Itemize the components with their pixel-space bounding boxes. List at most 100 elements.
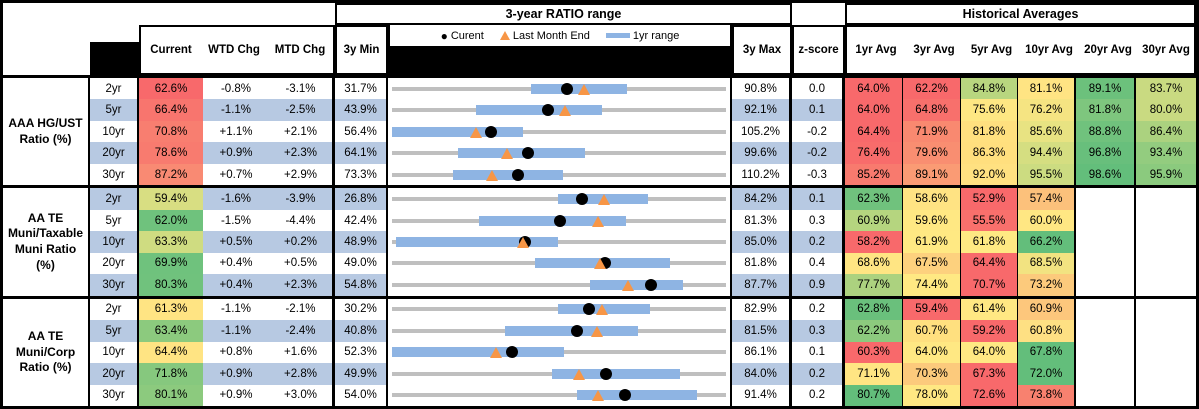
5yr-avg-column-header[interactable]: 5yr Avg [970,44,1013,56]
3y-min-cell[interactable]: 54.0% [335,384,388,406]
30yr-avg-cell[interactable]: 95.9% [1136,163,1196,186]
10yr-avg-cell[interactable]: 66.2% [1018,231,1076,253]
10yr-avg-cell[interactable]: 95.5% [1018,163,1076,186]
30yr-avg-cell[interactable] [1136,341,1196,364]
30yr-avg-cell[interactable] [1136,363,1196,385]
5yr-avg-cell[interactable]: 75.6% [961,99,1018,121]
3y-max-cell[interactable]: 92.1% [732,99,792,121]
wtd-chg-cell[interactable]: +0.8% [219,346,253,359]
group-label[interactable]: AAA HG/UST Ratio (%) [3,78,90,186]
z-score-cell[interactable]: 0.2 [792,384,845,406]
current-cell[interactable]: 71.8% [139,363,203,385]
3yr-avg-cell[interactable]: 60.7% [903,320,961,342]
tenor-cell[interactable]: 30yr [90,163,139,186]
30yr-avg-cell[interactable] [1136,384,1196,406]
1yr-avg-cell[interactable]: 77.7% [845,274,903,296]
20yr-avg-cell[interactable] [1076,384,1136,406]
current-cell[interactable]: 78.6% [139,142,203,164]
5yr-avg-cell[interactable]: 61.4% [961,298,1018,321]
3y-max-cell[interactable]: 99.6% [732,142,792,164]
3y-min-cell[interactable]: 40.8% [335,320,388,342]
current-cell[interactable]: 80.1% [139,384,203,406]
20yr-avg-cell[interactable] [1076,231,1136,253]
10yr-avg-cell[interactable]: 94.4% [1018,142,1076,164]
current-cell[interactable]: 61.3% [139,298,203,321]
3y-max-cell[interactable]: 85.0% [732,231,792,253]
30yr-avg-cell[interactable] [1136,274,1196,296]
30yr-avg-cell[interactable] [1136,188,1196,210]
30yr-avg-cell[interactable] [1136,231,1196,253]
z-score-cell[interactable]: 0.3 [792,320,845,342]
1yr-avg-column-header[interactable]: 1yr Avg [855,44,897,56]
3y-min-cell[interactable]: 56.4% [335,120,388,143]
current-cell[interactable]: 64.4% [139,341,203,364]
z-score-cell[interactable]: 0.3 [792,209,845,232]
10yr-avg-cell[interactable]: 67.8% [1018,341,1076,364]
1yr-avg-cell[interactable]: 60.3% [845,341,903,364]
20yr-avg-cell[interactable]: 98.6% [1076,163,1136,186]
current-cell[interactable]: 63.3% [139,231,203,253]
z-score-cell[interactable]: 0.2 [792,363,845,385]
10yr-avg-cell[interactable]: 81.1% [1018,78,1076,100]
10yr-avg-cell[interactable]: 73.2% [1018,274,1076,296]
wtd-chg-cell[interactable]: +0.4% [219,257,253,270]
tenor-cell[interactable]: 5yr [90,320,139,342]
30yr-avg-cell[interactable]: 93.4% [1136,142,1196,164]
tenor-cell[interactable]: 20yr [90,252,139,275]
z-score-cell[interactable]: 0.4 [792,252,845,275]
5yr-avg-cell[interactable]: 55.5% [961,209,1018,232]
tenor-cell[interactable]: 20yr [90,142,139,164]
1yr-avg-cell[interactable]: 64.0% [845,99,903,121]
3y-min-cell[interactable]: 73.3% [335,163,388,186]
1yr-avg-cell[interactable]: 64.0% [845,78,903,100]
current-cell[interactable]: 80.3% [139,274,203,296]
wtd-chg-cell[interactable]: +0.9% [219,389,253,402]
3y-max-cell[interactable]: 81.3% [732,209,792,232]
20yr-avg-cell[interactable] [1076,298,1136,321]
3y-max-cell[interactable]: 84.2% [732,188,792,210]
3y-min-cell[interactable]: 49.0% [335,252,388,275]
20yr-avg-cell[interactable]: 81.8% [1076,99,1136,121]
3y-max-cell[interactable]: 86.1% [732,341,792,364]
5yr-avg-cell[interactable]: 84.8% [961,78,1018,100]
wtd-chg-cell[interactable]: +0.9% [203,142,269,164]
current-cell[interactable]: 62.0% [139,209,203,232]
tenor-cell[interactable]: 10yr [90,231,139,253]
wtd-chg-column-header[interactable]: WTD Chg [208,44,260,56]
3yr-avg-cell[interactable]: 78.0% [903,384,961,406]
mtd-chg-cell[interactable]: +0.5% [269,252,335,275]
20yr-avg-cell[interactable] [1076,363,1136,385]
3y-min-cell[interactable]: 52.3% [335,341,388,364]
30yr-avg-cell[interactable] [1136,320,1196,342]
20yr-avg-cell[interactable]: 88.8% [1076,120,1136,143]
3yr-avg-cell[interactable]: 59.6% [903,209,961,232]
3y-max-cell[interactable]: 87.7% [732,274,792,296]
wtd-chg-cell[interactable]: +0.5% [203,231,269,253]
30yr-avg-column-header[interactable]: 30yr Avg [1142,44,1190,56]
1yr-avg-cell[interactable]: 85.2% [845,163,903,186]
mtd-chg-column-header[interactable]: MTD Chg [274,44,326,56]
wtd-chg-cell[interactable]: +0.7% [219,168,253,181]
wtd-chg-cell[interactable]: +0.9% [203,363,269,385]
3yr-avg-cell[interactable]: 59.4% [903,298,961,321]
20yr-avg-cell[interactable] [1076,209,1136,232]
5yr-avg-cell[interactable]: 72.6% [961,384,1018,406]
current-cell[interactable]: 87.2% [139,163,203,186]
z-score-cell[interactable]: 0.2 [792,231,845,253]
10yr-avg-cell[interactable]: 85.6% [1018,120,1076,143]
1yr-avg-cell[interactable]: 60.9% [845,209,903,232]
3y-max-cell[interactable]: 90.8% [732,78,792,100]
3y-min-cell[interactable]: 49.9% [335,363,388,385]
30yr-avg-cell[interactable] [1136,252,1196,275]
3yr-avg-cell[interactable]: 79.6% [903,142,961,164]
3y-min-cell[interactable]: 43.9% [335,99,388,121]
1yr-avg-cell[interactable]: 71.1% [845,363,903,385]
tenor-cell[interactable]: 5yr [90,209,139,232]
3yr-avg-cell[interactable]: 71.9% [903,120,961,143]
10yr-avg-cell[interactable]: 72.0% [1018,363,1076,385]
group-label[interactable]: AA TE Muni/Taxable Muni Ratio (%) [3,188,90,296]
tenor-cell[interactable]: 10yr [90,120,139,143]
3y-min-cell[interactable]: 64.1% [335,142,388,164]
3y-min-column-header[interactable]: 3y Min [335,25,388,75]
20yr-avg-cell[interactable] [1076,188,1136,210]
